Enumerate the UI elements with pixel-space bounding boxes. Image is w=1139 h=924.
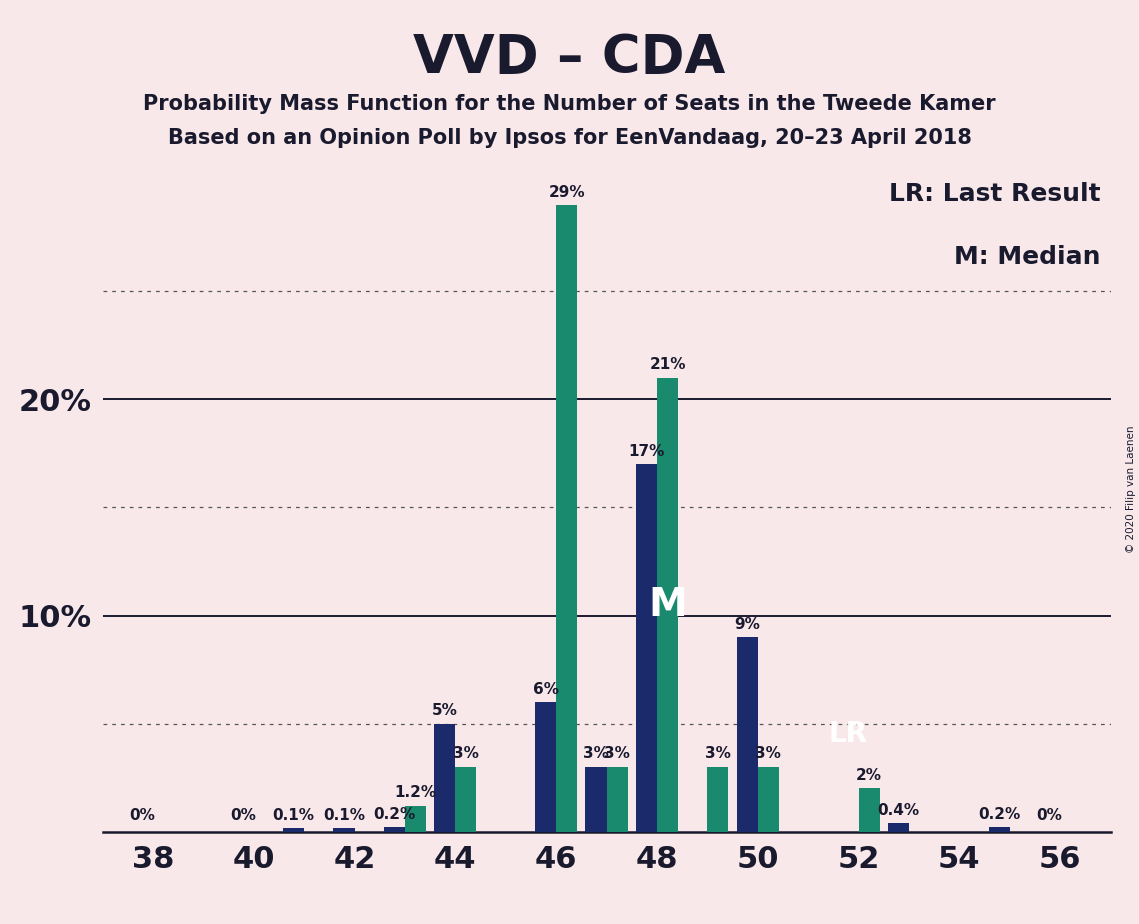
Text: 5%: 5% [432, 703, 458, 718]
Bar [887, 823, 909, 832]
Bar [606, 767, 628, 832]
Bar [456, 767, 476, 832]
Text: 3%: 3% [705, 747, 731, 761]
Bar [989, 827, 1010, 832]
Text: Based on an Opinion Poll by Ipsos for EenVandaag, 20–23 April 2018: Based on an Opinion Poll by Ipsos for Ee… [167, 128, 972, 148]
Text: 3%: 3% [453, 747, 478, 761]
Bar [859, 788, 879, 832]
Bar [737, 638, 757, 832]
Text: 6%: 6% [533, 682, 558, 697]
Text: 29%: 29% [548, 185, 585, 200]
Text: 0%: 0% [130, 808, 155, 823]
Text: 9%: 9% [735, 616, 760, 632]
Bar [434, 723, 456, 832]
Text: Probability Mass Function for the Number of Seats in the Tweede Kamer: Probability Mass Function for the Number… [144, 94, 995, 115]
Text: © 2020 Filip van Laenen: © 2020 Filip van Laenen [1126, 426, 1136, 553]
Bar [556, 205, 577, 832]
Text: 0%: 0% [230, 808, 256, 823]
Text: LR: Last Result: LR: Last Result [888, 182, 1100, 206]
Bar [334, 828, 354, 832]
Text: 2%: 2% [857, 768, 882, 783]
Text: M: M [648, 586, 687, 624]
Text: LR: LR [828, 721, 868, 748]
Text: 3%: 3% [755, 747, 781, 761]
Text: 0.4%: 0.4% [877, 803, 919, 818]
Text: 1.2%: 1.2% [394, 785, 436, 800]
Text: 3%: 3% [604, 747, 630, 761]
Text: VVD – CDA: VVD – CDA [413, 32, 726, 84]
Text: M: Median: M: Median [954, 246, 1100, 270]
Text: 17%: 17% [628, 444, 664, 459]
Text: 21%: 21% [649, 358, 686, 372]
Bar [636, 464, 657, 832]
Bar [657, 378, 678, 832]
Bar [404, 806, 426, 832]
Text: 0.2%: 0.2% [374, 807, 416, 821]
Text: 0.2%: 0.2% [978, 807, 1021, 821]
Bar [707, 767, 729, 832]
Bar [535, 702, 556, 832]
Bar [384, 827, 404, 832]
Bar [585, 767, 606, 832]
Text: 0%: 0% [1036, 808, 1063, 823]
Bar [757, 767, 779, 832]
Bar [282, 828, 304, 832]
Text: 0.1%: 0.1% [323, 808, 364, 823]
Text: 3%: 3% [583, 747, 609, 761]
Text: 0.1%: 0.1% [272, 808, 314, 823]
